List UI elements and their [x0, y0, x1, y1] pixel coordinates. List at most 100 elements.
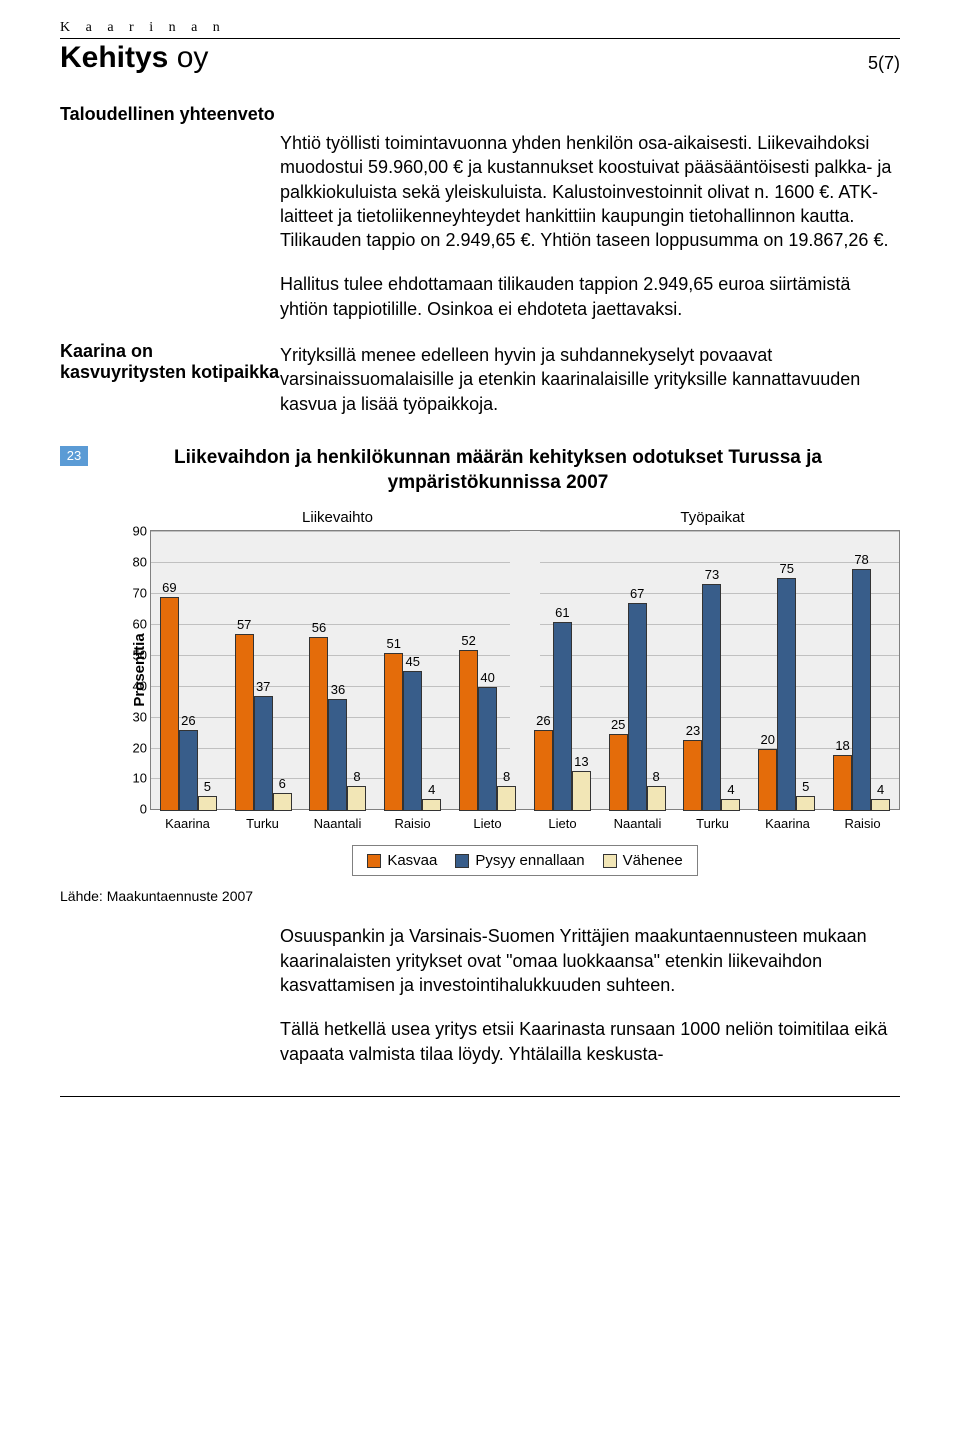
- legend-item: Vähenee: [603, 852, 683, 869]
- bar-vahenee: 6: [273, 793, 292, 812]
- bar-value-label: 20: [761, 732, 775, 747]
- bar-value-label: 23: [686, 723, 700, 738]
- subtitle-right: Työpaikat: [525, 509, 900, 526]
- bar-vahenee: 5: [198, 796, 217, 812]
- bar-kasvaa: 69: [160, 597, 179, 812]
- x-label: Kaarina: [750, 816, 825, 831]
- city-group: 69265: [151, 531, 226, 811]
- legend-label: Kasvaa: [387, 852, 437, 869]
- bar-pysyy: 26: [179, 730, 198, 811]
- bar-value-label: 5: [204, 779, 211, 794]
- bar-pysyy: 61: [553, 622, 572, 812]
- bar-pysyy: 78: [852, 569, 871, 812]
- bar-kasvaa: 56: [309, 637, 328, 811]
- chart-subtitles: Liikevaihto Työpaikat: [150, 509, 900, 526]
- bar-vahenee: 8: [347, 786, 366, 811]
- x-label: Naantali: [600, 816, 675, 831]
- y-tick: 70: [133, 586, 147, 601]
- bar-value-label: 69: [162, 580, 176, 595]
- y-tick: 0: [140, 802, 147, 817]
- bar-value-label: 5: [802, 779, 809, 794]
- y-tick: 30: [133, 709, 147, 724]
- bar-vahenee: 8: [647, 786, 666, 811]
- para-growth: Yrityksillä menee edelleen hyvin ja suhd…: [280, 343, 900, 416]
- bar-pysyy: 73: [702, 584, 721, 811]
- logo-rule: [60, 38, 900, 39]
- legend-item: Kasvaa: [367, 852, 437, 869]
- bar-vahenee: 4: [871, 799, 890, 811]
- bar-kasvaa: 25: [609, 734, 628, 812]
- bar-value-label: 4: [877, 782, 884, 797]
- legend-item: Pysyy ennallaan: [455, 852, 584, 869]
- bar-value-label: 56: [312, 620, 326, 635]
- bar-pysyy: 36: [328, 699, 347, 811]
- bar-value-label: 13: [574, 754, 588, 769]
- city-group: 25678: [600, 531, 675, 811]
- y-tick: 20: [133, 740, 147, 755]
- chart-legend: Kasvaa Pysyy ennallaan Vähenee: [352, 845, 697, 876]
- logo-brand: Kehitys: [60, 41, 168, 74]
- para-board: Hallitus tulee ehdottamaan tilikauden ta…: [280, 272, 900, 321]
- bar-value-label: 67: [630, 586, 644, 601]
- y-tick: 10: [133, 771, 147, 786]
- y-tick: 80: [133, 555, 147, 570]
- x-label: Turku: [675, 816, 750, 831]
- bar-pysyy: 40: [478, 687, 497, 811]
- bar-kasvaa: 26: [534, 730, 553, 811]
- bars-container: 6926557376563685145452408266113256782373…: [151, 531, 899, 811]
- legend-swatch: [603, 854, 617, 868]
- x-label: Lieto: [450, 816, 525, 831]
- x-label: Kaarina: [150, 816, 225, 831]
- chart-wrapper: 23 Liikevaihdon ja henkilökunnan määrän …: [60, 446, 900, 876]
- bar-vahenee: 4: [721, 799, 740, 811]
- bar-value-label: 8: [503, 769, 510, 784]
- bar-kasvaa: 20: [758, 749, 777, 811]
- bar-value-label: 37: [256, 679, 270, 694]
- chart-block: Liikevaihdon ja henkilökunnan määrän keh…: [96, 446, 900, 876]
- bar-value-label: 45: [406, 654, 420, 669]
- y-tick: 50: [133, 647, 147, 662]
- legend-label: Pysyy ennallaan: [475, 852, 584, 869]
- bar-pysyy: 67: [628, 603, 647, 811]
- x-label: Turku: [225, 816, 300, 831]
- city-group: 23734: [675, 531, 750, 811]
- heading-summary: Taloudellinen yhteenveto: [60, 104, 900, 125]
- city-group: 52 40 8: [450, 531, 525, 811]
- chart-title: Liikevaihdon ja henkilökunnan määrän keh…: [96, 446, 900, 495]
- subtitle-left: Liikevaihto: [150, 509, 525, 526]
- bar-pysyy: 75: [777, 578, 796, 811]
- bar-value-label: 52: [461, 633, 475, 648]
- x-label: Naantali: [300, 816, 375, 831]
- bar-value-label: 4: [727, 782, 734, 797]
- plot-area: Prosenttia 0102030405060708090 692655737…: [150, 530, 900, 810]
- chart-source: Lähde: Maakuntaennuste 2007: [60, 888, 900, 904]
- bar-vahenee: 13: [572, 771, 591, 811]
- bar-kasvaa: 18: [833, 755, 852, 811]
- bar-kasvaa: 51: [384, 653, 403, 812]
- bar-value-label: 61: [555, 605, 569, 620]
- footer-rule: [60, 1096, 900, 1097]
- chart-badge: 23: [60, 446, 88, 466]
- bar-value-label: 36: [331, 682, 345, 697]
- bar-value-label: 78: [854, 552, 868, 567]
- y-axis-ticks: 0102030405060708090: [123, 531, 147, 809]
- legend-label: Vähenee: [623, 852, 683, 869]
- bar-value-label: 73: [705, 567, 719, 582]
- city-group: 51454: [375, 531, 450, 811]
- bar-kasvaa: 57: [235, 634, 254, 811]
- y-tick: 60: [133, 617, 147, 632]
- bar-value-label: 8: [353, 769, 360, 784]
- y-tick: 90: [133, 524, 147, 539]
- bar-value-label: 8: [653, 769, 660, 784]
- city-group: 57376: [226, 531, 301, 811]
- x-labels: KaarinaTurkuNaantaliRaisioLietoLietoNaan…: [150, 816, 900, 831]
- para-bank: Osuuspankin ja Varsinais-Suomen Yrittäji…: [280, 924, 900, 997]
- bar-value-label: 51: [387, 636, 401, 651]
- bar-pysyy: 37: [254, 696, 273, 811]
- legend-swatch: [367, 854, 381, 868]
- bar-value-label: 75: [780, 561, 794, 576]
- bar-value-label: 6: [279, 776, 286, 791]
- city-group: 18784: [824, 531, 899, 811]
- bar-vahenee: 4: [422, 799, 441, 811]
- para-summary: Yhtiö työllisti toimintavuonna yhden hen…: [280, 131, 900, 252]
